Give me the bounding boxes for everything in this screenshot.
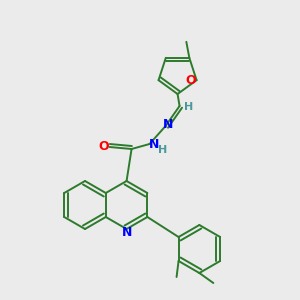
Text: N: N xyxy=(162,118,173,130)
Text: H: H xyxy=(184,102,193,112)
Text: H: H xyxy=(158,145,167,155)
Text: N: N xyxy=(122,226,132,238)
Text: O: O xyxy=(98,140,109,154)
Text: O: O xyxy=(185,74,196,87)
Text: N: N xyxy=(148,139,159,152)
